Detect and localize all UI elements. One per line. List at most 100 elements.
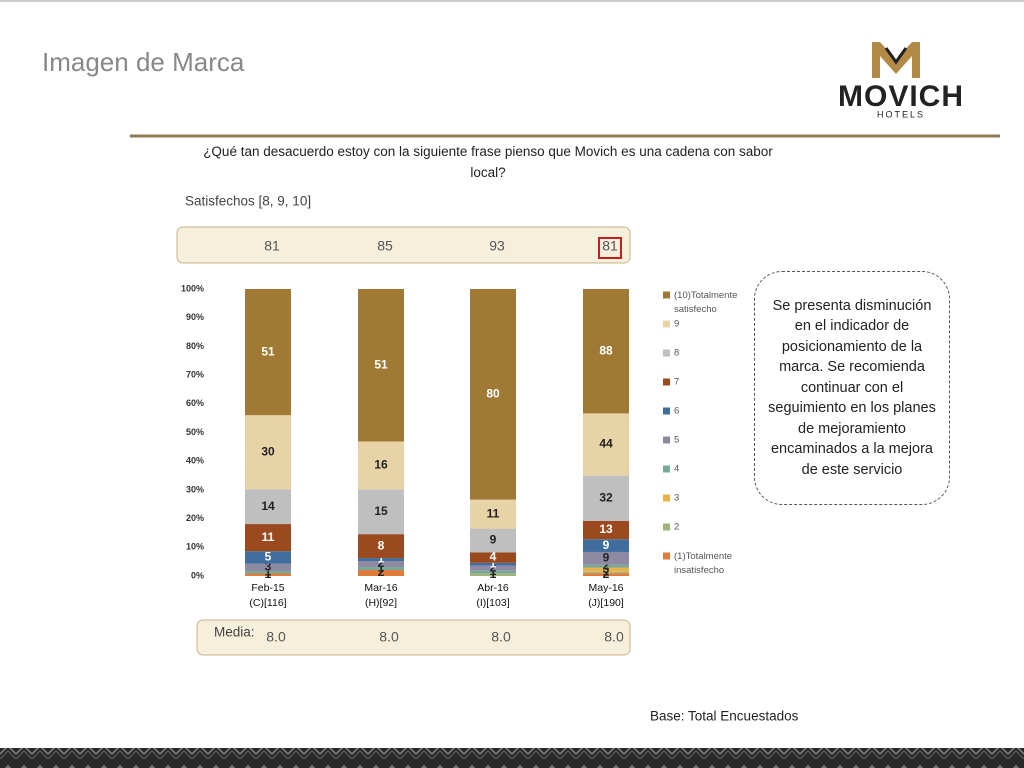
- note-text: Se presenta disminución en el indicador …: [768, 297, 936, 478]
- data-label: 88: [599, 343, 613, 357]
- data-label: 16: [374, 458, 388, 472]
- bar-segment: [470, 552, 516, 563]
- legend-label: 2: [674, 522, 679, 533]
- y-tick-label: 30%: [186, 484, 204, 494]
- y-tick-label: 10%: [186, 542, 204, 552]
- bar-segment: [358, 567, 404, 571]
- media-value: 8.0: [379, 629, 399, 645]
- legend-label: 9: [674, 319, 679, 330]
- x-tick-label: Mar-16: [364, 582, 397, 594]
- data-label: 2: [603, 567, 610, 581]
- media-value: 8.0: [604, 629, 624, 645]
- legend-label: 5: [674, 435, 679, 446]
- legend-label: (1)Totalmente insatisfecho: [674, 551, 732, 576]
- highlight-box: [598, 237, 622, 259]
- data-label: 9: [603, 550, 610, 564]
- footer: Base: Total Encuestados: [650, 709, 799, 724]
- data-label: 15: [374, 504, 388, 518]
- y-tick-label: 0%: [191, 570, 204, 580]
- satisfied-label: Satisfechos [8, 9, 10]: [185, 194, 311, 209]
- y-tick-label: 70%: [186, 369, 204, 379]
- data-label: 3: [603, 562, 610, 576]
- satisfied-value: 81: [264, 238, 280, 254]
- data-label: 1: [265, 567, 272, 581]
- data-label: 11: [262, 530, 275, 544]
- bar-segment: [583, 571, 629, 574]
- satisfied-value: 93: [489, 238, 505, 254]
- data-label: 8: [378, 538, 385, 552]
- bar-segment: [358, 570, 404, 576]
- x-tick-base: (C)[116]: [249, 597, 286, 609]
- logo-text: MOVICH: [838, 80, 964, 113]
- data-label: 13: [599, 522, 613, 536]
- satisfied-box: [176, 226, 631, 264]
- bar-segment: [245, 563, 291, 572]
- legend-swatch: [663, 523, 670, 531]
- x-tick-label: Abr-16: [477, 582, 509, 594]
- data-label: 2: [603, 558, 610, 572]
- legend-swatch: [663, 494, 670, 502]
- bar-segment: [470, 528, 516, 553]
- data-label: 2: [378, 556, 385, 570]
- bar-segment: [470, 289, 516, 500]
- legend-swatch: [663, 320, 670, 328]
- bar-segment: [470, 499, 516, 529]
- legend-label: 3: [674, 493, 679, 504]
- data-label: 1: [378, 552, 385, 566]
- bar-segment: [245, 571, 291, 574]
- legend-label-line: satisfecho: [674, 304, 717, 315]
- legend-swatch: [663, 436, 670, 444]
- bar-segment: [583, 573, 629, 576]
- data-label: 9: [490, 533, 497, 547]
- data-label: 1: [490, 567, 497, 581]
- logo-mark: [884, 47, 908, 65]
- media-box: [196, 619, 631, 656]
- data-label: 2: [378, 565, 385, 579]
- data-label: 1: [378, 561, 385, 575]
- satisfied-value: 81: [602, 238, 618, 254]
- logo-sub: HOTELS: [877, 109, 925, 119]
- data-label: 80: [486, 386, 500, 400]
- data-label: 2: [490, 560, 497, 574]
- bar-segment: [245, 489, 291, 525]
- x-tick-label: Feb-15: [251, 582, 284, 594]
- bar-segment: [583, 520, 629, 540]
- bar-segment: [245, 415, 291, 490]
- bar-segment: [245, 289, 291, 416]
- data-label: 32: [599, 490, 613, 504]
- y-tick-label: 100%: [181, 283, 204, 293]
- data-label: 11: [487, 506, 500, 520]
- bar-segment: [358, 561, 404, 568]
- note: Se presenta disminución en el indicador …: [754, 271, 950, 505]
- x-tick-label: May-16: [588, 582, 623, 594]
- data-label: 4: [490, 550, 497, 564]
- legend-label: 6: [674, 406, 679, 417]
- data-label: 30: [261, 444, 275, 458]
- footer-band: [0, 748, 1024, 768]
- media-value: 8.0: [266, 629, 286, 645]
- data-label: 44: [599, 437, 613, 451]
- x-tick-base: (J)[190]: [588, 597, 624, 609]
- legend-swatch: [663, 378, 670, 386]
- legend-label-line: (10)Totalmente: [674, 290, 737, 301]
- bar-segment: [470, 565, 516, 571]
- y-tick-label: 90%: [186, 312, 204, 322]
- data-label: 1: [490, 564, 497, 578]
- y-tick-label: 60%: [186, 398, 204, 408]
- y-tick-label: 20%: [186, 513, 204, 523]
- y-tick-label: 40%: [186, 456, 204, 466]
- satisfied-value: 85: [377, 238, 393, 254]
- bar-segment: [358, 534, 404, 559]
- bar-segment: [245, 524, 291, 552]
- data-label: 9: [603, 538, 610, 552]
- data-label: 3: [265, 560, 272, 574]
- bar-segment: [470, 573, 516, 576]
- bar-segment: [583, 475, 629, 521]
- bar-segment: [583, 289, 629, 414]
- bar-segment: [583, 539, 629, 552]
- legend-label-line: insatisfecho: [674, 565, 724, 576]
- media-label: Media:: [214, 625, 255, 640]
- legend-label: 4: [674, 464, 679, 475]
- bar-segment: [245, 573, 291, 576]
